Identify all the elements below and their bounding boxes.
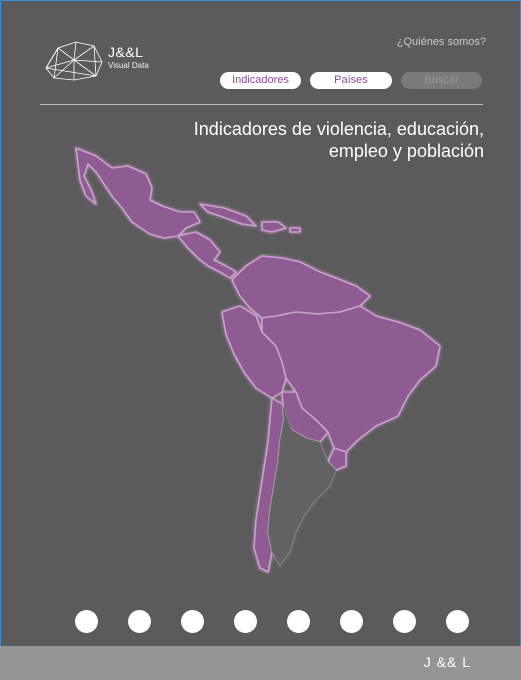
network-polygon-icon <box>45 41 103 81</box>
map-region-argentina <box>267 403 337 567</box>
nav-paises-button[interactable]: Países <box>310 72 392 89</box>
map-region-north-south-america <box>231 255 371 319</box>
nav-buscar-button[interactable]: Buscar <box>401 72 482 89</box>
map-region-mexico <box>75 147 201 239</box>
brand[interactable]: J&&L Visual Data <box>108 44 149 70</box>
brand-subtitle: Visual Data <box>108 61 149 70</box>
pagination-dot[interactable] <box>446 610 469 633</box>
map-region-puerto-rico <box>289 227 301 233</box>
pagination-dots <box>0 610 521 634</box>
map-region-uruguay <box>327 447 347 471</box>
map-region-cuba <box>199 203 257 227</box>
page-title: Indicadores de violencia, educación, emp… <box>84 118 484 162</box>
pagination-dot[interactable] <box>128 610 151 633</box>
pagination-dot[interactable] <box>75 610 98 633</box>
pagination-dot[interactable] <box>287 610 310 633</box>
pagination-dot[interactable] <box>234 610 257 633</box>
latin-america-map[interactable] <box>60 140 460 590</box>
pagination-dot[interactable] <box>393 610 416 633</box>
brand-name: J&&L <box>108 44 144 60</box>
map-region-central-america <box>177 231 237 279</box>
header-divider <box>40 104 483 105</box>
about-link[interactable]: ¿Quiénes somos? <box>396 36 486 48</box>
page-title-line2: empleo y población <box>328 141 484 161</box>
pagination-dot[interactable] <box>181 610 204 633</box>
pagination-dot[interactable] <box>340 610 363 633</box>
page-title-line1: Indicadores de violencia, educación, <box>193 119 484 139</box>
footer-brand: J && L <box>423 654 471 670</box>
map-region-peru <box>221 305 287 399</box>
map-region-brazil <box>261 305 441 453</box>
map-region-hispaniola <box>261 221 287 233</box>
footer: J && L <box>0 646 521 680</box>
nav-indicadores-button[interactable]: Indicadores <box>220 72 301 89</box>
